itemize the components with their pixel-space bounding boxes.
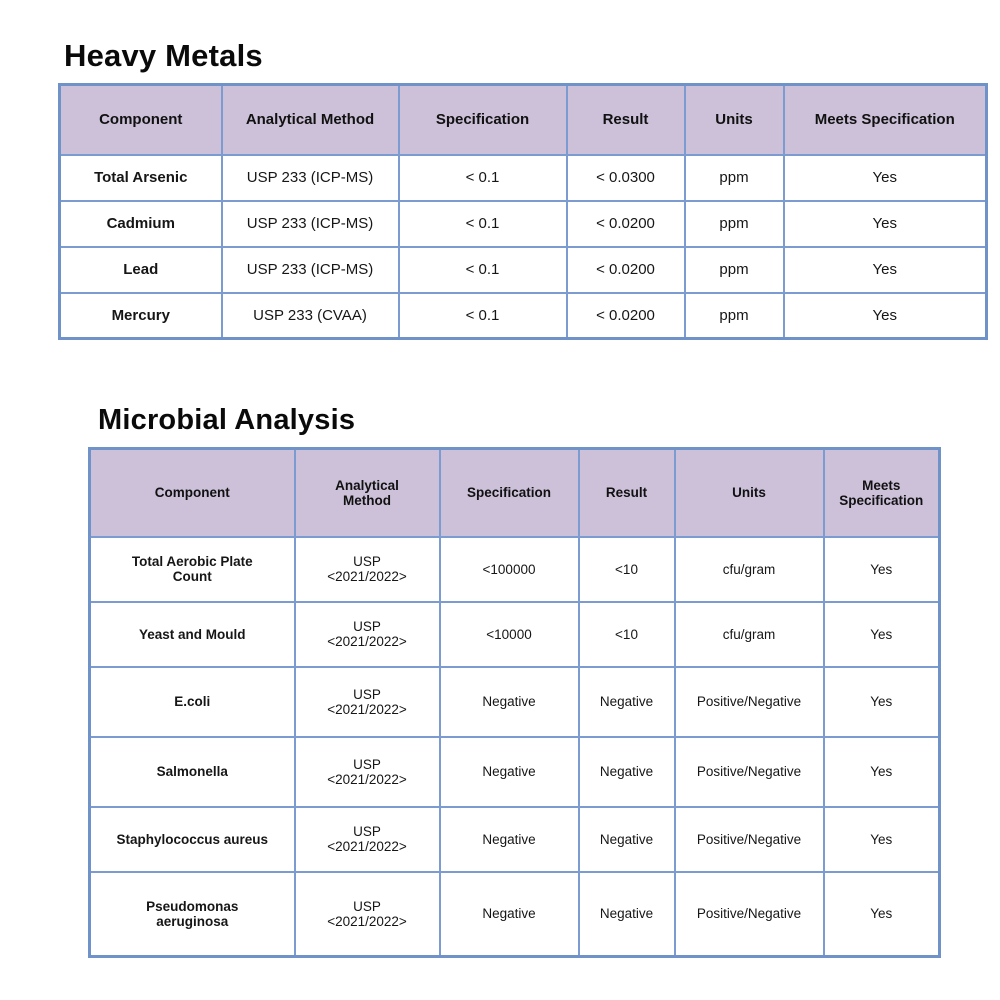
cell-analytical-method: USP 233 (ICP-MS) (220, 199, 400, 248)
cell-result: < 0.0300 (565, 153, 686, 202)
cell-result: < 0.0200 (565, 291, 686, 340)
cell-meets-specification: Yes (822, 735, 941, 808)
cell-meets-specification: Yes (782, 153, 988, 202)
cell-specification: < 0.1 (397, 245, 568, 294)
cell-units: ppm (683, 245, 785, 294)
cell-specification: <10000 (438, 600, 580, 668)
cell-specification: Negative (438, 805, 580, 873)
cell-component: Mercury (58, 291, 223, 340)
cell-specification: Negative (438, 665, 580, 738)
cell-analytical-method: USP 233 (ICP-MS) (220, 245, 400, 294)
table-row-salmonella: Salmonella USP <2021/2022> Negative Nega… (88, 735, 941, 808)
cell-analytical-method: USP <2021/2022> (293, 600, 441, 668)
cell-result: Negative (577, 735, 676, 808)
cell-component: Pseudomonas aeruginosa (88, 870, 296, 958)
cell-result: < 0.0200 (565, 245, 686, 294)
header-row: Component Analytical Method Specificatio… (58, 83, 988, 156)
column-header-specification: Specification (397, 83, 568, 156)
cell-specification: < 0.1 (397, 153, 568, 202)
table-row-total-aerobic-plate-count: Total Aerobic Plate Count USP <2021/2022… (88, 535, 941, 603)
cell-analytical-method: USP <2021/2022> (293, 870, 441, 958)
header-row: Component Analytical Method Specificatio… (88, 447, 941, 538)
cell-meets-specification: Yes (782, 291, 988, 340)
cell-result: Negative (577, 805, 676, 873)
column-header-meets-specification: Meets Specification (822, 447, 941, 538)
cell-specification: Negative (438, 735, 580, 808)
cell-units: Positive/Negative (673, 870, 825, 958)
microbial-analysis-table: Component Analytical Method Specificatio… (88, 447, 941, 958)
table-row-yeast-and-mould: Yeast and Mould USP <2021/2022> <10000 <… (88, 600, 941, 668)
cell-specification: <100000 (438, 535, 580, 603)
heavy-metals-title: Heavy Metals (64, 38, 263, 73)
cell-result: Negative (577, 870, 676, 958)
column-header-component: Component (88, 447, 296, 538)
column-header-result: Result (577, 447, 676, 538)
cell-analytical-method: USP <2021/2022> (293, 535, 441, 603)
column-header-meets-specification: Meets Specification (782, 83, 988, 156)
cell-result: Negative (577, 665, 676, 738)
cell-specification: < 0.1 (397, 291, 568, 340)
cell-component: Salmonella (88, 735, 296, 808)
cell-units: ppm (683, 199, 785, 248)
cell-units: cfu/gram (673, 535, 825, 603)
cell-result: < 0.0200 (565, 199, 686, 248)
column-header-units: Units (683, 83, 785, 156)
cell-units: ppm (683, 153, 785, 202)
table-row-cadmium: Cadmium USP 233 (ICP-MS) < 0.1 < 0.0200 … (58, 199, 988, 248)
column-header-result: Result (565, 83, 686, 156)
cell-meets-specification: Yes (822, 870, 941, 958)
cell-result: <10 (577, 535, 676, 603)
cell-component: Lead (58, 245, 223, 294)
table-row-total-arsenic: Total Arsenic USP 233 (ICP-MS) < 0.1 < 0… (58, 153, 988, 202)
cell-specification: Negative (438, 870, 580, 958)
cell-analytical-method: USP 233 (CVAA) (220, 291, 400, 340)
table-row-staphylococcus-aureus: Staphylococcus aureus USP <2021/2022> Ne… (88, 805, 941, 873)
cell-component: Staphylococcus aureus (88, 805, 296, 873)
cell-component: Total Aerobic Plate Count (88, 535, 296, 603)
cell-analytical-method: USP 233 (ICP-MS) (220, 153, 400, 202)
column-header-specification: Specification (438, 447, 580, 538)
cell-component: Cadmium (58, 199, 223, 248)
table-row-lead: Lead USP 233 (ICP-MS) < 0.1 < 0.0200 ppm… (58, 245, 988, 294)
cell-units: Positive/Negative (673, 735, 825, 808)
cell-result: <10 (577, 600, 676, 668)
cell-units: cfu/gram (673, 600, 825, 668)
cell-analytical-method: USP <2021/2022> (293, 735, 441, 808)
cell-units: ppm (683, 291, 785, 340)
column-header-component: Component (58, 83, 223, 156)
cell-meets-specification: Yes (822, 535, 941, 603)
microbial-analysis-title: Microbial Analysis (98, 404, 356, 436)
column-header-units: Units (673, 447, 825, 538)
cell-analytical-method: USP <2021/2022> (293, 805, 441, 873)
cell-meets-specification: Yes (782, 245, 988, 294)
column-header-analytical-method: Analytical Method (220, 83, 400, 156)
cell-component: Yeast and Mould (88, 600, 296, 668)
cell-meets-specification: Yes (822, 805, 941, 873)
heavy-metals-table: Component Analytical Method Specificatio… (58, 83, 988, 340)
cell-meets-specification: Yes (822, 665, 941, 738)
cell-component: E.coli (88, 665, 296, 738)
cell-units: Positive/Negative (673, 805, 825, 873)
cell-meets-specification: Yes (822, 600, 941, 668)
table-row-mercury: Mercury USP 233 (CVAA) < 0.1 < 0.0200 pp… (58, 291, 988, 340)
cell-analytical-method: USP <2021/2022> (293, 665, 441, 738)
cell-specification: < 0.1 (397, 199, 568, 248)
cell-units: Positive/Negative (673, 665, 825, 738)
table-row-pseudomonas-aeruginosa: Pseudomonas aeruginosa USP <2021/2022> N… (88, 870, 941, 958)
cell-component: Total Arsenic (58, 153, 223, 202)
cell-meets-specification: Yes (782, 199, 988, 248)
column-header-analytical-method: Analytical Method (293, 447, 441, 538)
table-row-ecoli: E.coli USP <2021/2022> Negative Negative… (88, 665, 941, 738)
